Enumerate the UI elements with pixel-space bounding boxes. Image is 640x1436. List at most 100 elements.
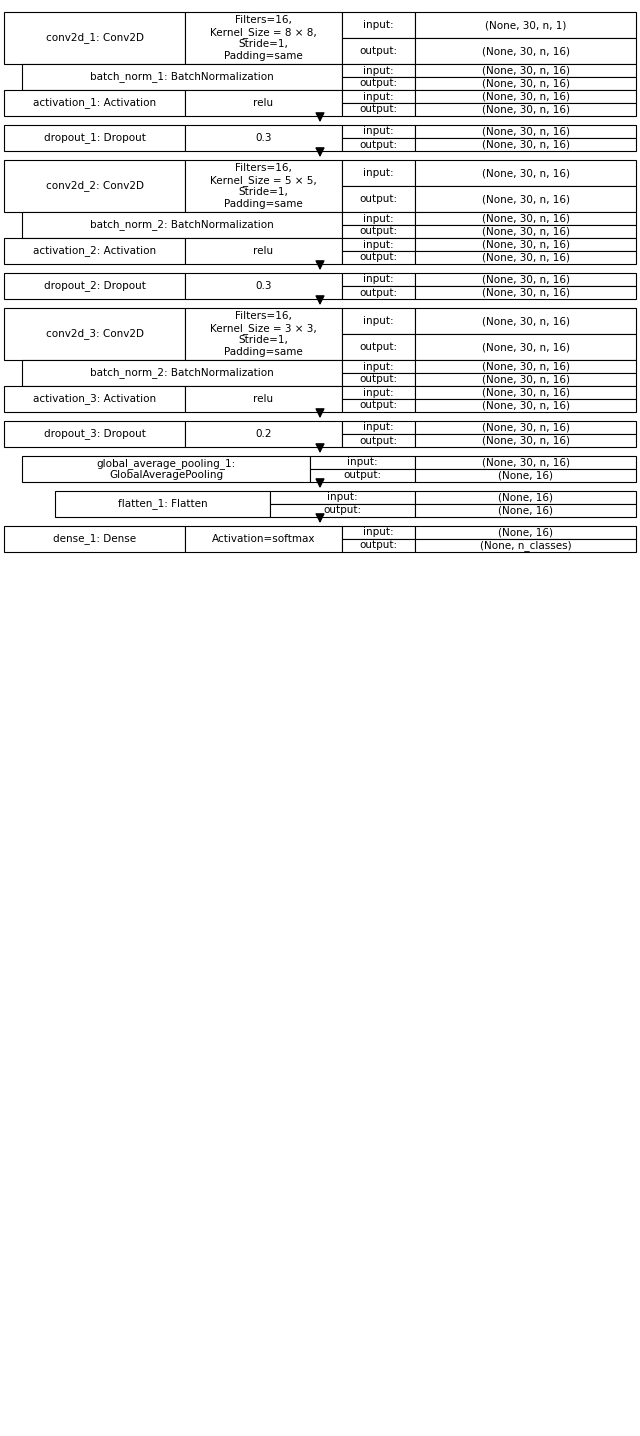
Bar (415, 335, 636, 360)
Bar (4, 11, 185, 65)
Text: (None, 30, n, 16): (None, 30, n, 16) (481, 316, 570, 326)
Text: (None, 30, n, 16): (None, 30, n, 16) (481, 79, 570, 89)
Bar (342, 225, 415, 238)
Text: input:: input: (363, 388, 394, 398)
Text: output:: output: (323, 505, 362, 516)
Text: output:: output: (360, 227, 397, 237)
Text: input:: input: (363, 20, 394, 30)
Bar (342, 538, 415, 551)
Text: Activation=softmax: Activation=softmax (212, 534, 316, 544)
Text: (None, 30, n, 16): (None, 30, n, 16) (481, 362, 570, 372)
Text: input:: input: (363, 527, 394, 537)
Bar (185, 90, 342, 116)
Bar (342, 125, 415, 138)
Bar (415, 470, 636, 482)
Bar (342, 37, 415, 65)
Text: relu: relu (253, 246, 273, 256)
Text: flatten_1: Flatten: flatten_1: Flatten (118, 498, 207, 510)
Bar (342, 159, 415, 187)
Bar (415, 386, 636, 399)
Bar (310, 457, 415, 470)
Bar (185, 526, 342, 551)
Bar (185, 386, 342, 412)
Bar (415, 399, 636, 412)
Text: input:: input: (363, 214, 394, 224)
Bar (22, 360, 342, 386)
Bar (342, 213, 415, 225)
Text: input:: input: (363, 126, 394, 136)
Bar (4, 421, 185, 447)
Text: output:: output: (360, 79, 397, 89)
Bar (342, 286, 415, 299)
Bar (342, 187, 415, 213)
Text: Filters=16,
Kernel_Size = 8 × 8,
Stride=1,
Padding=same: Filters=16, Kernel_Size = 8 × 8, Stride=… (210, 16, 317, 60)
Bar (4, 125, 185, 151)
Bar (415, 273, 636, 286)
Bar (4, 238, 185, 264)
Text: output:: output: (360, 435, 397, 445)
Bar (415, 251, 636, 264)
Bar (342, 399, 415, 412)
Bar (342, 360, 415, 373)
Bar (185, 421, 342, 447)
Bar (185, 307, 342, 360)
Text: dropout_2: Dropout: dropout_2: Dropout (44, 280, 145, 292)
Text: output:: output: (360, 342, 397, 352)
Text: input:: input: (363, 422, 394, 432)
Bar (415, 526, 636, 538)
Bar (4, 90, 185, 116)
Text: 0.3: 0.3 (255, 281, 272, 292)
Text: Filters=16,
Kernel_Size = 3 × 3,
Stride=1,
Padding=same: Filters=16, Kernel_Size = 3 × 3, Stride=… (210, 312, 317, 358)
Bar (342, 11, 415, 37)
Text: output:: output: (360, 46, 397, 56)
Text: output:: output: (360, 540, 397, 550)
Bar (310, 470, 415, 482)
Text: input:: input: (363, 316, 394, 326)
Text: (None, 30, n, 16): (None, 30, n, 16) (481, 194, 570, 204)
Text: conv2d_1: Conv2D: conv2d_1: Conv2D (45, 33, 143, 43)
Bar (22, 457, 310, 482)
Text: input:: input: (327, 493, 358, 503)
Bar (415, 159, 636, 187)
Text: (None, 30, n, 16): (None, 30, n, 16) (481, 422, 570, 432)
Text: activation_2: Activation: activation_2: Activation (33, 246, 156, 257)
Text: batch_norm_1: BatchNormalization: batch_norm_1: BatchNormalization (90, 72, 274, 82)
Bar (415, 125, 636, 138)
Bar (342, 78, 415, 90)
Text: (None, 30, n, 16): (None, 30, n, 16) (481, 375, 570, 385)
Bar (342, 273, 415, 286)
Bar (342, 421, 415, 434)
Bar (185, 159, 342, 213)
Text: (None, 30, n, 16): (None, 30, n, 16) (481, 274, 570, 284)
Text: (None, 30, n, 16): (None, 30, n, 16) (481, 214, 570, 224)
Text: (None, 30, n, 16): (None, 30, n, 16) (481, 105, 570, 115)
Text: batch_norm_2: BatchNormalization: batch_norm_2: BatchNormalization (90, 368, 274, 379)
Text: activation_3: Activation: activation_3: Activation (33, 393, 156, 405)
Bar (415, 213, 636, 225)
Bar (342, 251, 415, 264)
Bar (415, 421, 636, 434)
Text: (None, 30, n, 16): (None, 30, n, 16) (481, 287, 570, 297)
Text: (None, 16): (None, 16) (498, 493, 553, 503)
Text: (None, 30, n, 16): (None, 30, n, 16) (481, 401, 570, 411)
Text: (None, n_classes): (None, n_classes) (480, 540, 572, 551)
Text: (None, 16): (None, 16) (498, 527, 553, 537)
Bar (342, 526, 415, 538)
Text: relu: relu (253, 393, 273, 404)
Text: output:: output: (360, 139, 397, 149)
Text: (None, 30, n, 16): (None, 30, n, 16) (481, 227, 570, 237)
Bar (270, 504, 415, 517)
Bar (22, 213, 342, 238)
Bar (342, 307, 415, 335)
Bar (342, 386, 415, 399)
Bar (415, 138, 636, 151)
Text: batch_norm_2: BatchNormalization: batch_norm_2: BatchNormalization (90, 220, 274, 230)
Bar (415, 434, 636, 447)
Bar (4, 386, 185, 412)
Bar (415, 78, 636, 90)
Text: input:: input: (363, 92, 394, 102)
Bar (415, 504, 636, 517)
Bar (342, 238, 415, 251)
Text: 0.3: 0.3 (255, 134, 272, 144)
Text: (None, 30, n, 16): (None, 30, n, 16) (481, 458, 570, 468)
